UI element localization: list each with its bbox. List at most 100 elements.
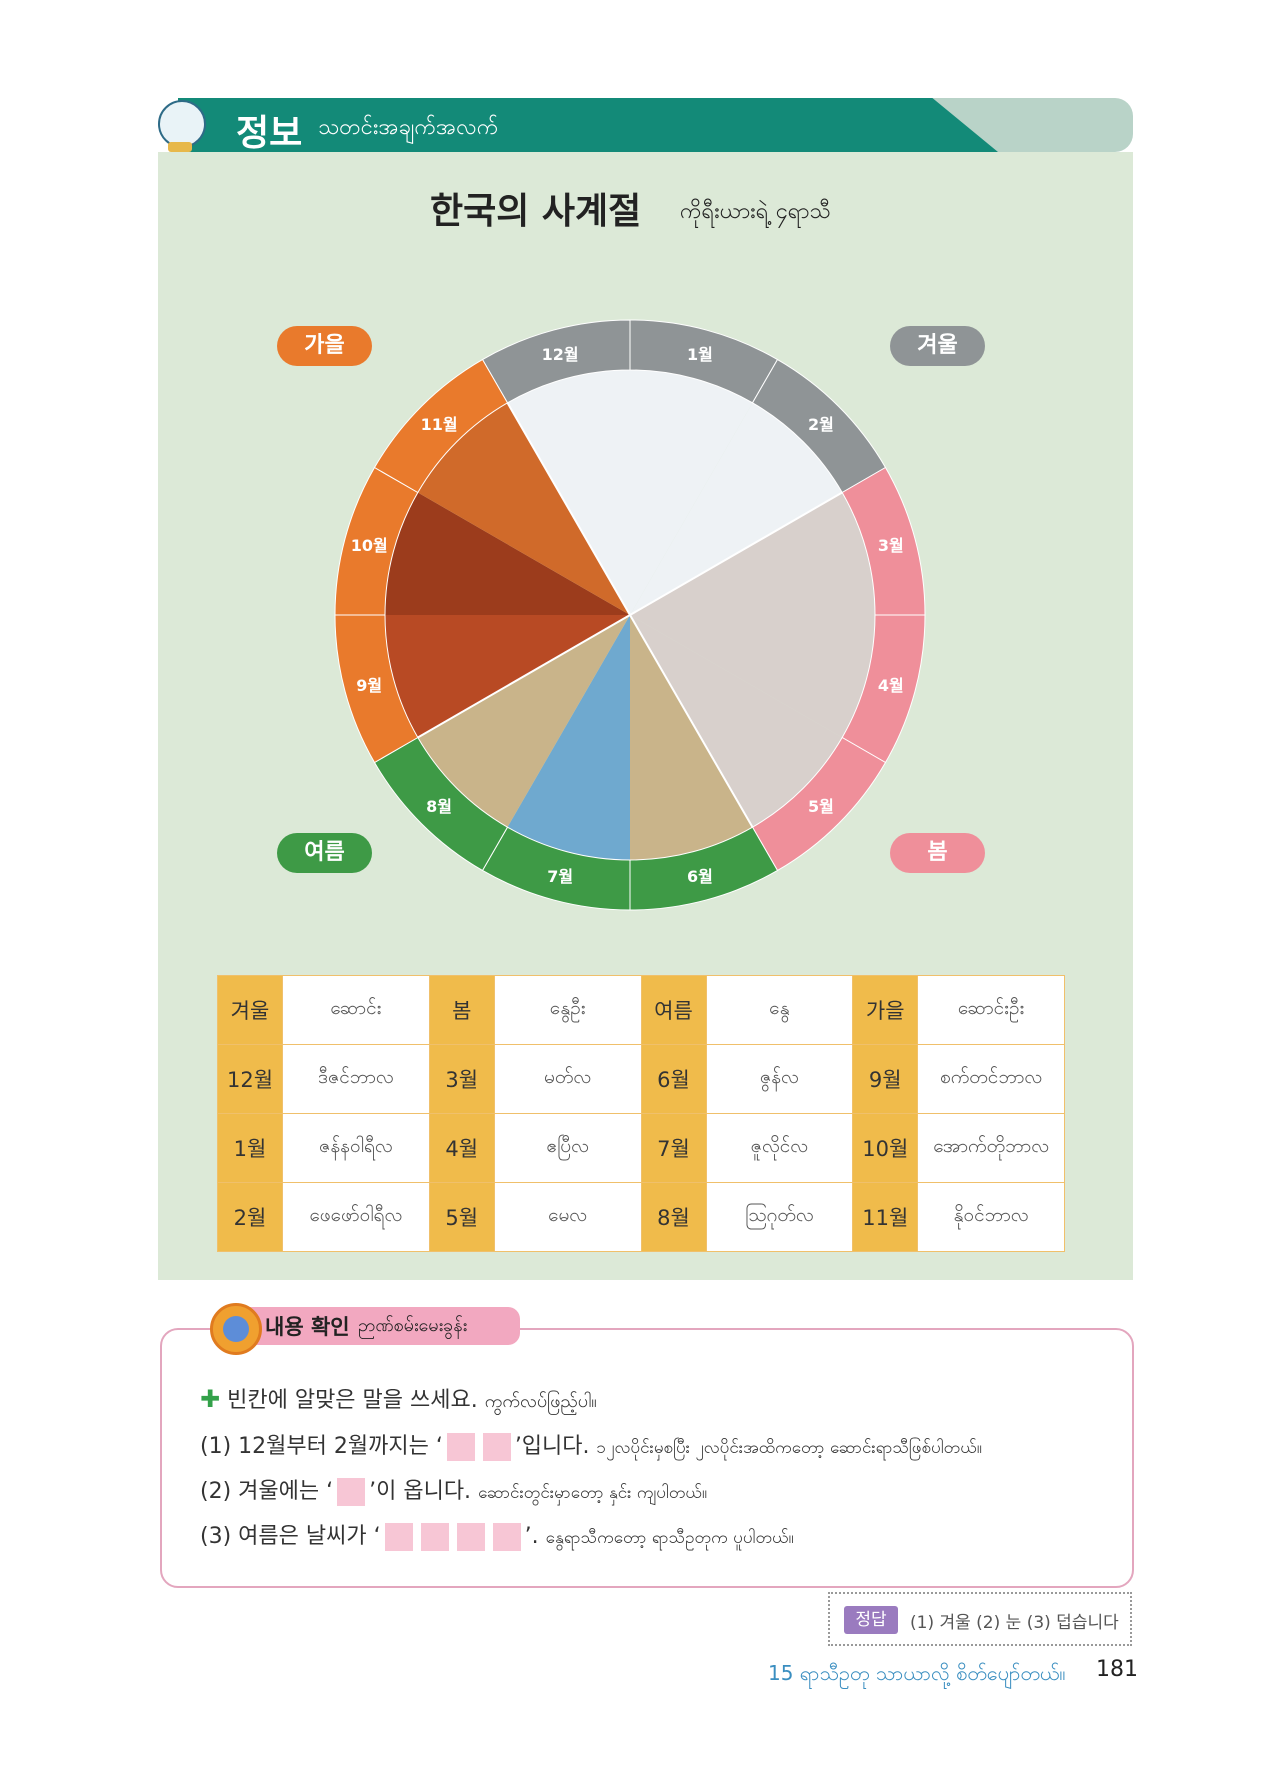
month-label: 1월 bbox=[687, 345, 713, 364]
table-row: 12월 ဒီဇင်ဘာလ 3월 မတ်လ 6월 ဇွန်လ 9월 စက်တင်ဘာလ bbox=[217, 1044, 1065, 1114]
question-3: (3) 여름은 날씨가 ‘ ’. နွေရာသီကတော့ ရာသီဥတုက ပူ… bbox=[200, 1518, 794, 1552]
table-row: 겨울 ဆောင်း 봄 နွေဦး 여름 နွေ 가을 ဆောင်းဦး bbox=[217, 975, 1065, 1045]
season-photo-wedge bbox=[507, 615, 630, 860]
month-label: 5월 bbox=[808, 797, 834, 816]
q3-my: နွေရာသီကတော့ ရာသီဥတုက ပူပါတယ်။ bbox=[545, 1528, 794, 1548]
table-key-cell: 12월 bbox=[217, 1044, 283, 1114]
table-key-cell: 4월 bbox=[428, 1113, 495, 1183]
exercise-tag-bg bbox=[240, 1307, 520, 1345]
header-title-ko: 정보 bbox=[236, 113, 303, 154]
month-label: 12월 bbox=[542, 345, 579, 364]
table-row: 2월 ဖေဖော်ဝါရီလ 5월 မေလ 8월 ဩဂုတ်လ 11월 နိုဝင်ဘာလ bbox=[217, 1182, 1065, 1252]
instruction-my: ကွက်လပ်ဖြည့်ပါ။ bbox=[484, 1391, 597, 1412]
section-header: 정보 သတင်းအချက်အလက် bbox=[158, 98, 1133, 154]
header-title-my: သတင်းအချက်အလက် bbox=[318, 115, 499, 140]
answer-blank[interactable] bbox=[446, 1433, 475, 1461]
season-photo-wedge bbox=[630, 615, 875, 738]
instruction-ko: 빈칸에 알맞은 말을 쓰세요. bbox=[227, 1388, 478, 1413]
exercise-tag-my: ဉာဏ်စမ်းမေးခွန်း bbox=[358, 1315, 468, 1336]
q3-prefix: (3) 여름은 날씨가 ‘ bbox=[200, 1524, 381, 1549]
table-key-cell: 1월 bbox=[217, 1113, 283, 1183]
table-key-cell: 여름 bbox=[640, 975, 707, 1045]
q1-my: ၁၂လပိုင်းမှစပြီး ၂လပိုင်းအထိကတော့ ဆောင်း… bbox=[596, 1438, 982, 1458]
q1-prefix: (1) 12월부터 2월까지는 ‘ bbox=[200, 1434, 443, 1459]
season-photo-wedge bbox=[385, 615, 630, 738]
answer-blank[interactable] bbox=[337, 1478, 366, 1506]
table-value-cell: ဧပြီလ bbox=[493, 1113, 642, 1183]
question-2: (2) 겨울에는 ‘ ’이 옵니다. ဆောင်းတွင်းမှာတော့ နှင… bbox=[200, 1473, 707, 1507]
table-value-cell: ဇွန်လ bbox=[705, 1044, 854, 1114]
table-value-cell: စက်တင်ဘာလ bbox=[917, 1044, 1065, 1114]
table-key-cell: 5월 bbox=[428, 1182, 495, 1252]
table-key-cell: 10월 bbox=[852, 1113, 919, 1183]
season-photo-wedge bbox=[630, 402, 843, 615]
page-title: 한국의 사계절 bbox=[430, 191, 642, 232]
spring-badge: 봄 bbox=[890, 833, 985, 873]
exercise-tag: 내용 확인 ဉာဏ်စမ်းမေးခွန်း bbox=[210, 1303, 520, 1355]
season-photo-wedge bbox=[385, 492, 630, 615]
exercise-box bbox=[160, 1328, 1134, 1588]
answer-blank[interactable] bbox=[482, 1433, 511, 1461]
q3-suffix: ’. bbox=[524, 1524, 539, 1549]
table-value-cell: နိုဝင်ဘာလ bbox=[917, 1182, 1065, 1252]
chapter-footer: 15 ရာသီဥတု သာယာလို့ စိတ်ပျော်တယ်။ bbox=[768, 1661, 1066, 1685]
table-value-cell: နွေဦး bbox=[493, 975, 642, 1045]
q2-my: ဆောင်းတွင်းမှာတော့ နှင်း ကျပါတယ်။ bbox=[478, 1483, 708, 1503]
table-key-cell: 가을 bbox=[852, 975, 919, 1045]
month-label: 2월 bbox=[808, 415, 834, 434]
month-label: 11월 bbox=[421, 415, 458, 434]
q2-suffix: ’이 옵니다. bbox=[369, 1479, 472, 1504]
month-label: 9월 bbox=[356, 676, 382, 695]
table-value-cell: ဩဂုတ်လ bbox=[705, 1182, 854, 1252]
question-1: (1) 12월부터 2월까지는 ‘ ’입니다. ၁၂လပိုင်းမှစပြီး … bbox=[200, 1428, 982, 1462]
season-photo-wedge bbox=[507, 370, 630, 615]
table-value-cell: ဖေဖော်ဝါရီလ bbox=[282, 1182, 430, 1252]
answer-blank[interactable] bbox=[384, 1523, 413, 1551]
table-key-cell: 9월 bbox=[852, 1044, 919, 1114]
season-photo-wedge bbox=[417, 402, 630, 615]
season-photo-wedge bbox=[630, 492, 875, 615]
month-table: 겨울 ဆောင်း 봄 နွေဦး 여름 နွေ 가을 ဆောင်းဦး 12월 ဒီဇင်ဘာလ… bbox=[217, 975, 1065, 1252]
month-ring-segment bbox=[373, 358, 509, 494]
month-label: 6월 bbox=[687, 867, 713, 886]
summer-badge: 여름 bbox=[277, 833, 372, 873]
answer-blank[interactable] bbox=[456, 1523, 485, 1551]
table-key-cell: 6월 bbox=[640, 1044, 707, 1114]
month-label: 10월 bbox=[351, 536, 388, 555]
month-label: 4월 bbox=[878, 676, 904, 695]
season-divider bbox=[506, 402, 631, 616]
season-divider bbox=[629, 614, 754, 828]
globe-stand-icon bbox=[168, 142, 192, 152]
table-value-cell: ဆောင်း bbox=[282, 975, 430, 1045]
season-photo-wedge bbox=[630, 615, 753, 860]
table-value-cell: ဒီဇင်ဘာလ bbox=[282, 1044, 430, 1114]
table-key-cell: 2월 bbox=[217, 1182, 283, 1252]
table-value-cell: အောက်တိုဘာလ bbox=[917, 1113, 1065, 1183]
page-subtitle: ကိုရီးယားရဲ့ ၄ရာသီ bbox=[680, 199, 831, 224]
q2-prefix: (2) 겨울에는 ‘ bbox=[200, 1479, 334, 1504]
table-key-cell: 3월 bbox=[428, 1044, 495, 1114]
exercise-tag-ko: 내용 확인 bbox=[265, 1315, 350, 1339]
answer-text: (1) 겨울 (2) 눈 (3) 덥습니다 bbox=[910, 1613, 1119, 1633]
exercise-instruction: ✚ 빈칸에 알맞은 말을 쓰세요. ကွက်လပ်ဖြည့်ပါ။ bbox=[200, 1382, 597, 1416]
season-divider bbox=[629, 491, 843, 616]
table-key-cell: 11월 bbox=[852, 1182, 919, 1252]
winter-badge: 겨울 bbox=[890, 326, 985, 366]
table-value-cell: မေလ bbox=[493, 1182, 642, 1252]
table-value-cell: ဇူလိုင်လ bbox=[705, 1113, 854, 1183]
month-label: 8월 bbox=[426, 797, 452, 816]
season-photo-wedge bbox=[630, 370, 753, 615]
answer-box: 정답 (1) 겨울 (2) 눈 (3) 덥습니다 bbox=[828, 1592, 1132, 1646]
answer-blank[interactable] bbox=[492, 1523, 521, 1551]
month-label: 7월 bbox=[547, 867, 573, 886]
autumn-badge: 가을 bbox=[277, 326, 372, 366]
header-bar-fg bbox=[178, 98, 998, 152]
table-key-cell: 겨울 bbox=[217, 975, 283, 1045]
table-key-cell: 8월 bbox=[640, 1182, 707, 1252]
answer-blank[interactable] bbox=[420, 1523, 449, 1551]
table-key-cell: 봄 bbox=[428, 975, 495, 1045]
answer-label: 정답 bbox=[844, 1606, 898, 1634]
table-value-cell: မတ်လ bbox=[493, 1044, 642, 1114]
table-value-cell: ဆောင်းဦး bbox=[917, 975, 1065, 1045]
plus-icon: ✚ bbox=[200, 1385, 221, 1413]
